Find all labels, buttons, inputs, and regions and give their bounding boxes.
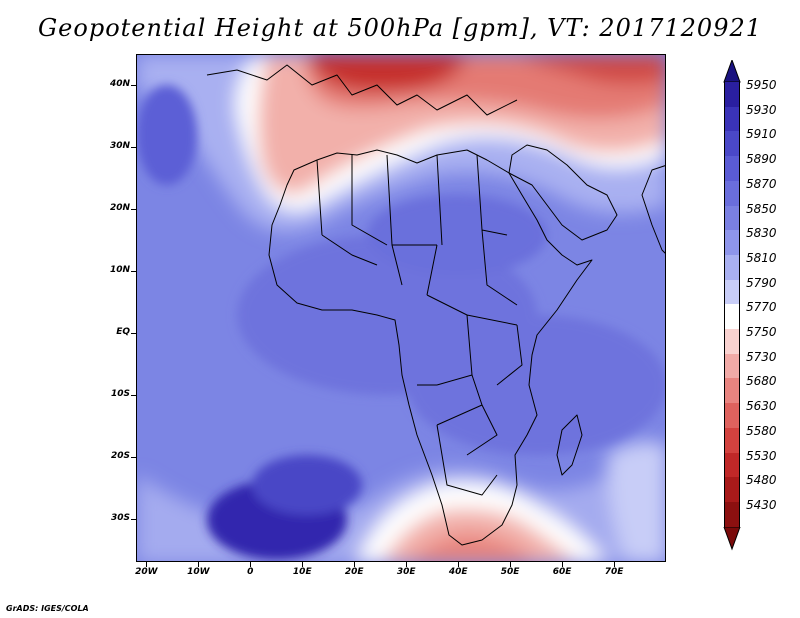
latitude-tick [131,456,136,458]
colorbar-swatch [724,82,740,108]
latitude-label: 30S [110,512,130,523]
field-deep-blue-central [237,235,537,395]
latitude-tick [131,208,136,210]
colorbar-swatch [724,254,740,281]
colorbar-label: 5770 [746,300,777,315]
longitude-tick [250,562,252,567]
longitude-label: 30E [396,567,416,577]
country-borders [316,154,523,496]
colorbar-label: 5580 [746,423,777,438]
colorbar-min-arrow [723,526,741,551]
colorbar-label: 5890 [746,152,777,167]
longitude-tick [562,562,564,567]
longitude-tick [146,562,148,567]
colorbar-label: 5930 [746,102,777,117]
latitude-label: 10S [110,388,130,399]
india-coastline [641,165,665,254]
longitude-tick [510,562,512,567]
colorbar-swatch [724,353,740,379]
latitude-tick [131,270,136,272]
longitude-tick [614,562,616,567]
latitude-tick [131,394,136,396]
longitude-label: 20E [344,567,364,577]
colorbar-swatch [724,205,740,231]
longitude-tick [198,562,200,567]
longitude-label: 10W [187,567,210,577]
colorbar-swatch [724,156,740,182]
latitude-tick [131,146,136,148]
field-shading [137,55,665,561]
field-white-se [607,441,665,561]
latitude-label: 10N [109,264,130,275]
colorbar-label: 5870 [746,176,777,191]
latitude-label: EQ [116,326,130,337]
longitude-label: 0 [247,567,254,577]
latitude-tick [131,518,136,520]
field-deep-blue-west [137,85,197,185]
colorbar-swatch [724,230,740,256]
colorbar-label: 5810 [746,250,777,265]
colorbar-swatch [724,427,740,453]
colorbar-label: 5910 [746,127,777,142]
colorbar-swatch [724,452,740,478]
longitude-label: 70E [604,567,624,577]
colorbar-max-arrow [723,60,741,83]
arabia-coastline [508,144,618,241]
colorbar-label: 5530 [746,448,777,463]
map-title: Geopotential Height at 500hPa [gpm], VT:… [38,14,762,42]
coastlines [206,64,665,546]
latitude-tick [131,332,136,334]
grads-credit: GrADS: IGES/COLA [6,604,89,613]
longitude-label: 50E [500,567,520,577]
colorbar-label: 5730 [746,349,777,364]
colorbar-swatch [724,106,740,132]
europe-coastline [206,64,518,116]
longitude-tick [302,562,304,567]
colorbar-swatch [724,477,740,503]
field-mid-red-south [409,533,535,561]
map-canvas [137,55,665,561]
colorbar-label: 5630 [746,399,777,414]
colorbar-label: 5830 [746,226,777,241]
colorbar-label: 5790 [746,275,777,290]
colorbar-label: 5950 [746,78,777,92]
africa-coastline [268,149,593,546]
longitude-label: 60E [552,567,572,577]
field-dark-red-north-1 [307,55,467,92]
geopotential-map [136,54,666,562]
colorbar-label: 5680 [746,374,777,389]
colorbar-label: 5750 [746,325,777,339]
longitude-label: 20W [135,567,158,577]
colorbar-swatch [724,378,740,404]
colorbar-label: 5430 [746,497,777,512]
latitude-label: 40N [109,78,130,89]
colorbar-label: 5850 [746,201,777,216]
field-deep-blue [137,85,665,560]
field-dark-red-north-2 [517,55,665,84]
latitude-label: 30N [109,140,130,151]
colorbar-swatch [724,279,740,305]
longitude-label: 10E [292,567,312,577]
colorbar-label: 5480 [746,473,777,488]
colorbar-swatch [724,304,740,330]
longitude-tick [354,562,356,567]
longitude-label: 40E [448,567,468,577]
latitude-label: 20N [109,202,130,213]
field-deep-blue-southern-africa [252,455,362,515]
longitude-tick [406,562,408,567]
colorbar-swatch [724,180,740,206]
longitude-tick [458,562,460,567]
colorbar-swatch [724,131,740,157]
colorbar-swatch [724,329,740,355]
latitude-tick [131,84,136,86]
colorbar-swatch [724,501,740,528]
latitude-label: 20S [110,450,130,461]
madagascar-coastline [556,414,583,476]
field-deep-blue-north-africa [367,195,547,275]
colorbar-swatch [724,403,740,429]
